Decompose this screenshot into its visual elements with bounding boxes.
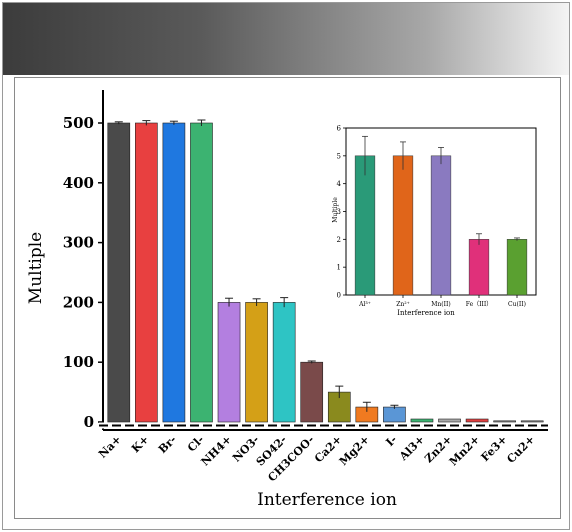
inset-y-tick-label: 1 xyxy=(337,264,341,272)
bar xyxy=(383,407,405,422)
y-tick-label: 500 xyxy=(63,114,94,132)
x-tick-label: K+ xyxy=(129,433,151,455)
bar-chart: Multiple Interference ion 0 100 200 300 400 5… xyxy=(15,78,560,518)
bar xyxy=(273,302,295,422)
inset-bar xyxy=(393,156,413,295)
inset-y-tick-label: 5 xyxy=(337,152,341,160)
inset-bar xyxy=(355,156,375,295)
bar xyxy=(439,419,461,422)
bar xyxy=(218,302,240,422)
x-tick-label: NH4+ xyxy=(199,433,235,469)
bar xyxy=(135,123,157,422)
bar xyxy=(411,419,433,422)
y-tick-label: 400 xyxy=(63,174,94,192)
inset-plot: Multiple Interference ion 0123456Al³⁺Zn²… xyxy=(332,125,536,318)
bar xyxy=(108,123,130,422)
inset-bar xyxy=(469,239,489,295)
bar xyxy=(494,421,516,422)
inset-y-tick-label: 0 xyxy=(337,292,341,300)
y-tick-label: 100 xyxy=(63,353,94,371)
inset-x-tick-label: Mn(II) xyxy=(431,301,450,308)
inset-bar xyxy=(431,156,451,295)
bar xyxy=(521,421,543,422)
y-tick-label: 200 xyxy=(63,293,94,311)
x-tick-label: Fe3+ xyxy=(479,433,510,464)
inset-y-tick-label: 4 xyxy=(337,180,342,188)
bar xyxy=(163,123,185,422)
inset-x-tick-label: Al³⁺ xyxy=(358,301,371,308)
x-tick-label: Br- xyxy=(156,433,179,456)
inset-bar xyxy=(507,239,527,295)
x-tick-label: Na+ xyxy=(96,433,124,461)
x-axis-label: Interference ion xyxy=(257,490,397,510)
bar xyxy=(190,123,212,422)
inset-y-tick-label: 6 xyxy=(337,125,342,133)
bar xyxy=(246,302,268,422)
inset-x-axis-label: Interference ion xyxy=(397,309,455,317)
header-band xyxy=(3,3,569,75)
x-tick-label: Cu2+ xyxy=(504,433,537,466)
x-tick-label: I- xyxy=(383,433,399,449)
y-tick-label: 300 xyxy=(63,234,94,252)
inset-x-tick-label: Fe（III） xyxy=(466,301,493,308)
bar xyxy=(466,419,488,422)
inset-x-tick-label: Cu(II) xyxy=(508,301,526,308)
x-tick-label: Mn2+ xyxy=(447,433,482,468)
x-tick-label: Mg2+ xyxy=(337,433,372,468)
y-axis-label: Multiple xyxy=(26,232,46,304)
inset-y-tick-label: 3 xyxy=(337,208,341,216)
inset-y-tick-label: 2 xyxy=(337,236,341,244)
x-tick-label: Cl- xyxy=(185,433,207,455)
chart-panel: Multiple Interference ion 0 100 200 300 400 5… xyxy=(14,77,561,519)
y-tick-label: 0 xyxy=(84,413,94,431)
inset-x-tick-label: Zn²⁺ xyxy=(396,301,410,308)
bar xyxy=(301,362,323,422)
main-plot: Multiple Interference ion 0 100 200 300 400 5… xyxy=(26,90,550,510)
x-tick-label: Al3+ xyxy=(396,433,427,464)
